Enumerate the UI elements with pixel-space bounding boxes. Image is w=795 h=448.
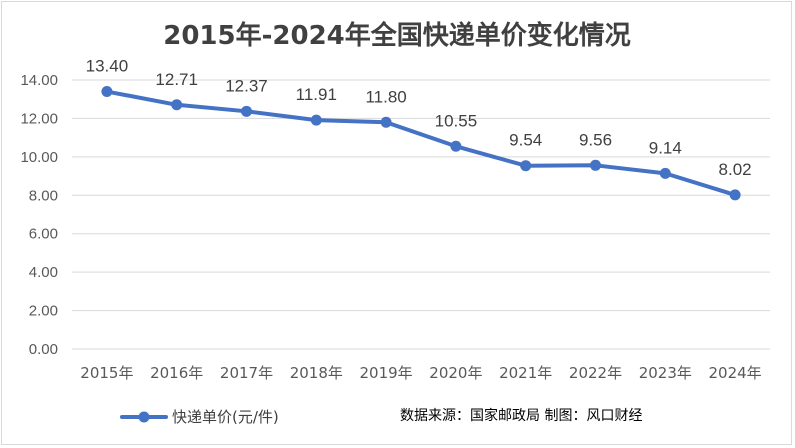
gridlines	[72, 79, 770, 350]
data-point	[729, 189, 741, 201]
y-tick-label: 6.00	[29, 226, 58, 243]
legend-label: 快递单价(元/件)	[172, 408, 279, 426]
data-label: 12.71	[155, 70, 198, 89]
x-axis-ticks: 2015年 2016年 2017年 2018年 2019年 2020年 2021年 2022年…	[80, 364, 761, 382]
data-point	[101, 86, 113, 98]
x-tick-label: 2017年	[220, 364, 273, 382]
data-point	[310, 114, 322, 126]
x-tick-label: 2019年	[360, 364, 413, 382]
x-tick-label: 2021年	[499, 364, 552, 382]
x-tick-label: 2020年	[429, 364, 482, 382]
chart-title: 2015年-2024年全国快递单价变化情况	[163, 20, 631, 51]
data-label: 11.80	[365, 87, 406, 106]
legend: 快递单价(元/件)	[120, 408, 279, 426]
data-label: 12.37	[225, 76, 268, 95]
data-labels: 13.40 12.71 12.37 11.91 11.80 10.55 9.54 9.56 9.…	[86, 57, 752, 179]
data-label: 11.91	[296, 85, 337, 104]
series-line	[104, 89, 738, 197]
data-point	[520, 160, 532, 172]
y-tick-label: 2.00	[29, 303, 58, 320]
data-point	[241, 105, 252, 117]
data-label: 9.14	[649, 138, 682, 157]
data-point	[590, 159, 601, 171]
y-tick-label: 0.00	[29, 341, 58, 358]
x-tick-label: 2016年	[150, 364, 203, 382]
x-tick-label: 2024年	[709, 364, 762, 382]
x-tick-label: 2015年	[80, 364, 133, 382]
x-tick-label: 2022年	[569, 364, 622, 382]
y-tick-label: 12.00	[20, 110, 58, 127]
source-note: 数据来源：国家邮政局 制图：风口财经	[400, 407, 642, 424]
y-tick-label: 14.00	[20, 72, 58, 89]
y-tick-label: 4.00	[29, 264, 58, 281]
legend-marker-icon	[138, 411, 150, 423]
y-tick-label: 10.00	[20, 149, 58, 166]
data-point	[450, 140, 462, 152]
data-point	[659, 167, 671, 179]
x-tick-label: 2018年	[290, 364, 343, 382]
data-label: 8.02	[719, 160, 752, 179]
y-tick-label: 8.00	[29, 187, 58, 204]
data-point	[171, 99, 183, 111]
data-label: 13.40	[86, 57, 129, 76]
data-point	[380, 116, 392, 128]
series-layer	[101, 86, 741, 201]
data-label: 10.55	[435, 111, 478, 130]
x-tick-label: 2023年	[639, 364, 692, 382]
data-label: 9.54	[509, 131, 542, 150]
y-axis-ticks: 0.00 2.00 4.00 6.00 8.00 10.00 12.00 14.00	[20, 72, 58, 358]
data-label: 9.56	[579, 130, 612, 149]
